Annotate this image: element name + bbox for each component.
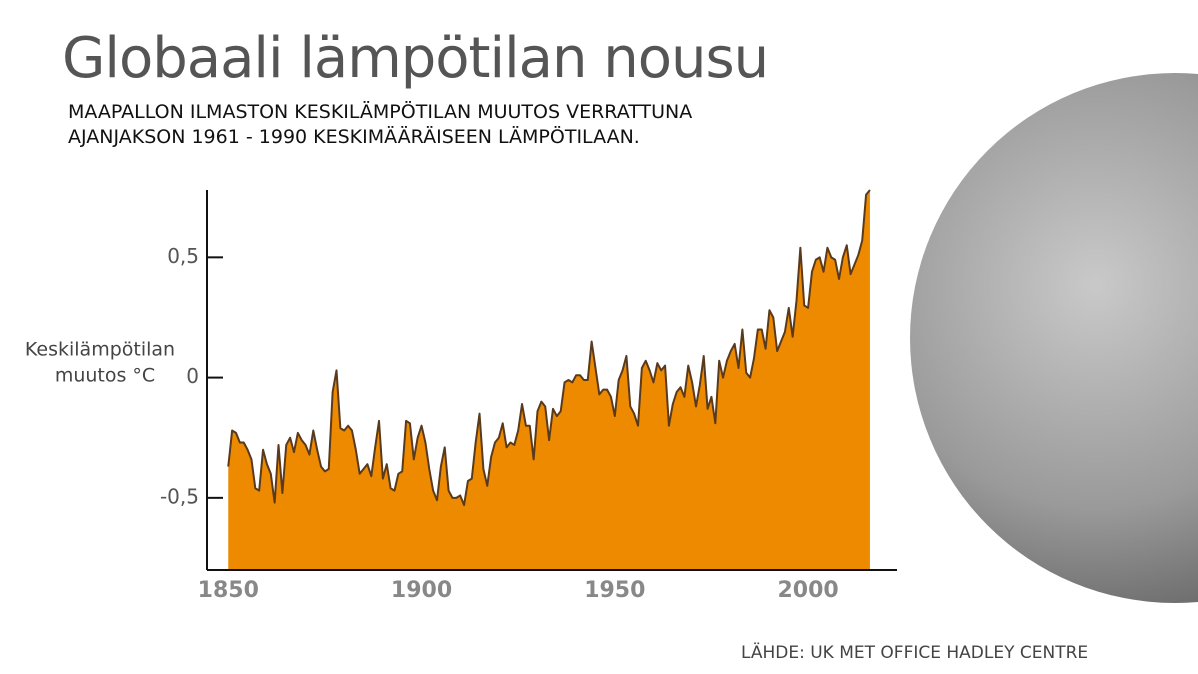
y-tick-label: -0,5 [160, 484, 199, 508]
area [228, 190, 870, 570]
x-tick-label: 2000 [777, 578, 838, 603]
x-tick-label: 1850 [198, 578, 259, 603]
y-tick-label: 0 [186, 364, 199, 388]
y-tick-label: 0,5 [167, 244, 199, 268]
title: Globaali lämpötilan nousu [62, 26, 769, 91]
x-tick-label: 1900 [391, 578, 452, 603]
source: LÄHDE: UK MET OFFICE HADLEY CENTRE [741, 643, 1089, 663]
line [227, 189, 871, 507]
earth-image [910, 73, 1198, 603]
subtitle: MAAPALLON ILMASTON KESKILÄMPÖTILAN MUUTO… [68, 101, 693, 148]
x-tick-label: 1950 [584, 578, 645, 603]
y-axis-label: muutos °C [55, 365, 155, 387]
y-axis-label: Keskilämpötilan [25, 339, 175, 361]
